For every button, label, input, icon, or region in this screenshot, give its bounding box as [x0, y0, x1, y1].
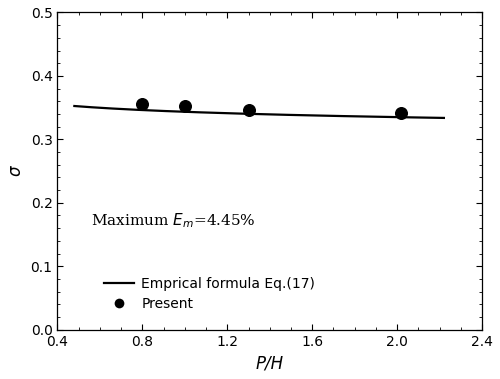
- Legend: Emprical formula Eq.(17), Present: Emprical formula Eq.(17), Present: [98, 272, 321, 316]
- Point: [181, 103, 189, 109]
- Y-axis label: σ: σ: [7, 166, 25, 176]
- Point: [138, 102, 146, 108]
- Point: [398, 110, 406, 116]
- X-axis label: P/H: P/H: [256, 354, 284, 372]
- Text: Maximum $E_m$=4.45%: Maximum $E_m$=4.45%: [92, 211, 256, 230]
- Point: [244, 106, 252, 113]
